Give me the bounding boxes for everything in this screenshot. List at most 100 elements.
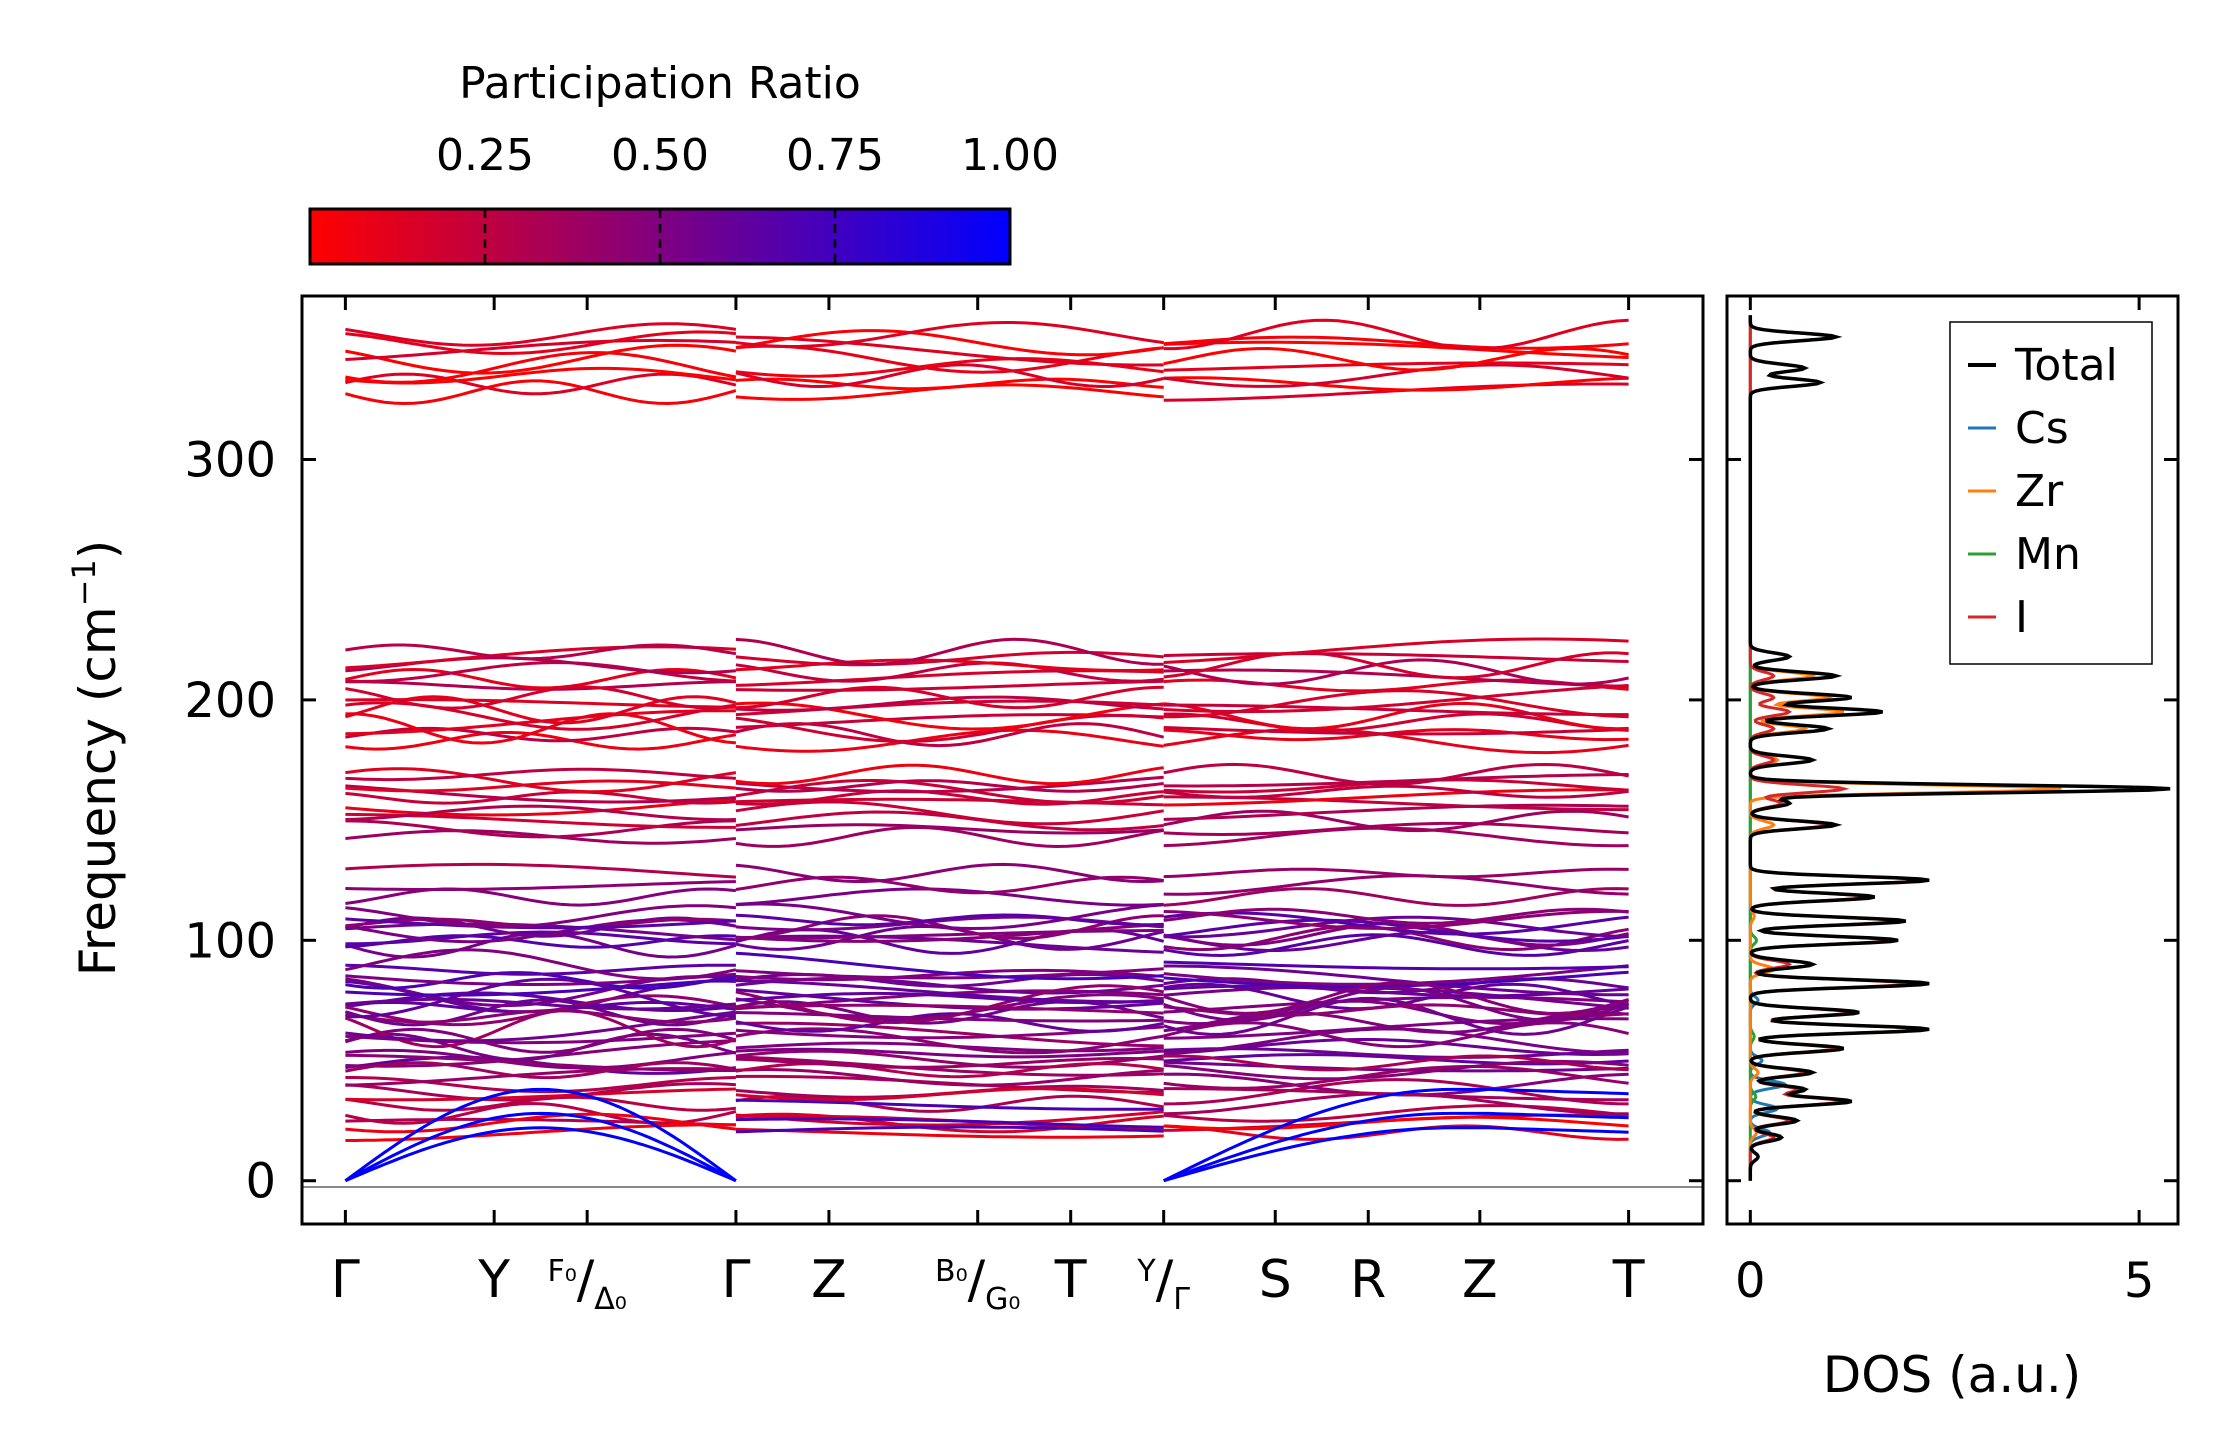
acoustic-band-line <box>1163 1111 1629 1183</box>
band-line <box>345 1087 736 1102</box>
band-line <box>735 1027 1164 1055</box>
band-line <box>345 643 737 661</box>
band-line <box>345 991 737 1012</box>
band-line <box>345 887 737 907</box>
band-line <box>735 922 1164 943</box>
band-line <box>735 887 1164 907</box>
band-line <box>345 797 737 817</box>
band-line <box>735 875 1164 895</box>
band-y-axis-title-sup: −1 <box>65 559 103 606</box>
legend-entries: Total Cs Zr Mn I <box>1968 340 2118 643</box>
band-line <box>1163 773 1629 788</box>
colorbar-tick-label: 0.50 <box>611 130 709 181</box>
k-point-label-compound: F₀/Δ₀ <box>547 1250 626 1317</box>
band-line <box>1163 867 1629 879</box>
band-line <box>1163 637 1629 664</box>
k-point-label: S <box>1259 1250 1292 1310</box>
band-line <box>1163 712 1629 733</box>
band-line <box>735 685 1164 710</box>
band-line <box>345 645 736 670</box>
band-line <box>345 698 736 709</box>
band-line <box>735 1003 1164 1015</box>
band-line <box>1163 930 1629 953</box>
band-line <box>735 344 1164 374</box>
band-line <box>1163 1021 1629 1049</box>
band-line <box>345 661 736 683</box>
band-line <box>1163 762 1629 786</box>
band-line <box>735 1087 1164 1102</box>
band-line <box>345 767 737 794</box>
band-axes-frame <box>300 294 1705 1226</box>
band-line <box>345 977 736 997</box>
band-line <box>735 363 1165 389</box>
band-line <box>1163 658 1629 686</box>
k-point-label-slash: / <box>968 1250 986 1310</box>
band-line <box>345 880 736 891</box>
band-line <box>345 948 737 981</box>
band-line <box>735 1057 1164 1069</box>
dos-line-cs <box>1748 315 1788 1181</box>
band-line <box>735 377 1164 391</box>
colorbar-tick-label: 0.25 <box>436 130 534 181</box>
band-line <box>345 1123 736 1142</box>
band-line <box>735 1094 1164 1113</box>
band-line <box>345 1095 737 1112</box>
band-y-axis-title-main: Frequency (cm <box>69 606 127 976</box>
band-line <box>345 963 736 976</box>
band-line <box>735 728 1164 753</box>
k-point-label-slash: / <box>577 1250 595 1310</box>
band-line <box>345 804 736 822</box>
acoustic-band-line <box>344 1111 737 1183</box>
k-point-label-sub: Γ <box>1173 1282 1190 1317</box>
band-line <box>1163 803 1629 821</box>
band-line <box>1163 918 1629 943</box>
band-line <box>345 1061 737 1080</box>
band-line <box>735 1011 1164 1023</box>
band-line <box>735 800 1164 826</box>
band-line <box>735 637 1164 666</box>
band-line <box>1163 726 1629 736</box>
band-line <box>1163 363 1629 388</box>
band-line <box>1163 340 1629 359</box>
band-line <box>345 667 737 690</box>
band-line <box>735 902 1164 931</box>
k-point-label: Γ <box>721 1250 750 1310</box>
band-line <box>1163 907 1629 925</box>
band-line <box>735 1021 1164 1048</box>
band-line <box>1163 788 1629 807</box>
band-line <box>1163 727 1629 755</box>
dos-x-axis-title: DOS (a.u.) <box>1823 1346 2082 1404</box>
band-line <box>345 1076 736 1094</box>
acoustic-band-line <box>1163 1126 1629 1183</box>
k-point-label-pre: Y <box>1136 1254 1156 1289</box>
band-line <box>735 967 1164 980</box>
k-point-label: Γ <box>331 1250 360 1310</box>
band-line <box>1163 652 1629 663</box>
band-line <box>735 661 1164 683</box>
band-line <box>1163 1054 1629 1072</box>
legend-frame <box>1949 321 2153 665</box>
band-line <box>735 991 1164 1005</box>
band-line <box>345 731 737 751</box>
acoustic-band-line <box>735 1125 1164 1134</box>
band-line <box>1163 1104 1629 1123</box>
band-line <box>1163 335 1629 350</box>
band-line <box>1163 361 1629 372</box>
band-line <box>1163 1038 1629 1057</box>
band-line <box>1163 995 1629 1014</box>
band-line <box>1163 1115 1629 1131</box>
acoustic-band-line <box>735 1117 1164 1129</box>
band-line <box>735 357 1164 378</box>
colorbar-ticks: 0.25 0.50 0.75 1.00 <box>436 130 1059 264</box>
k-point-label-sub: G₀ <box>985 1282 1020 1317</box>
dos-lines <box>1748 315 2171 1181</box>
band-line <box>735 1110 1164 1127</box>
legend-label: Mn <box>2015 529 2081 580</box>
k-point-label: Z <box>811 1250 847 1310</box>
band-line <box>345 351 737 384</box>
band-lines <box>344 318 1630 1183</box>
